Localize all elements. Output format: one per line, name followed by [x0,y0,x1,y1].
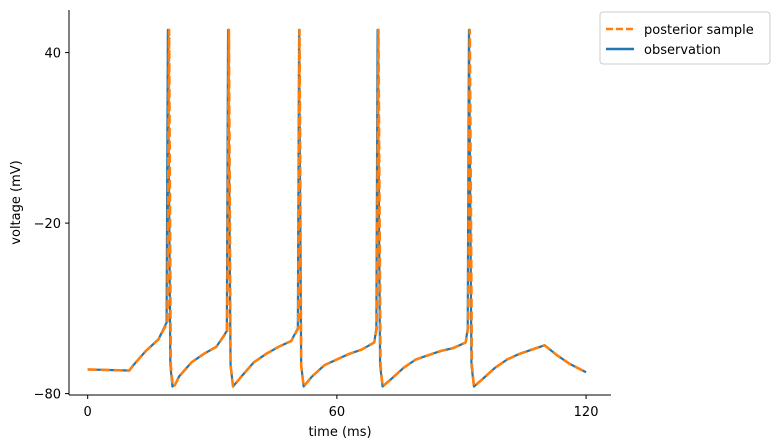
y-ticks: −80 −20 40 [34,47,69,403]
legend-label-observation: observation [644,43,721,58]
x-tick-label-0: 0 [84,405,92,420]
series-line-posterior-sample [87,28,587,388]
legend-label-posterior-sample: posterior sample [644,23,754,38]
x-ticks: 0 60 120 [84,395,599,420]
x-tick-label-1: 60 [329,405,346,420]
legend-box [599,11,771,65]
y-axis-label: voltage (mV) [9,160,24,244]
y-tick-label-1: −20 [34,217,61,232]
y-tick-label-0: −80 [34,388,61,403]
legend: posterior sample observation [599,11,771,65]
x-tick-label-2: 120 [574,405,599,420]
y-tick-label-2: 40 [44,47,61,62]
series-lines [87,28,587,388]
axes [68,10,611,396]
x-axis-label: time (ms) [308,425,371,440]
